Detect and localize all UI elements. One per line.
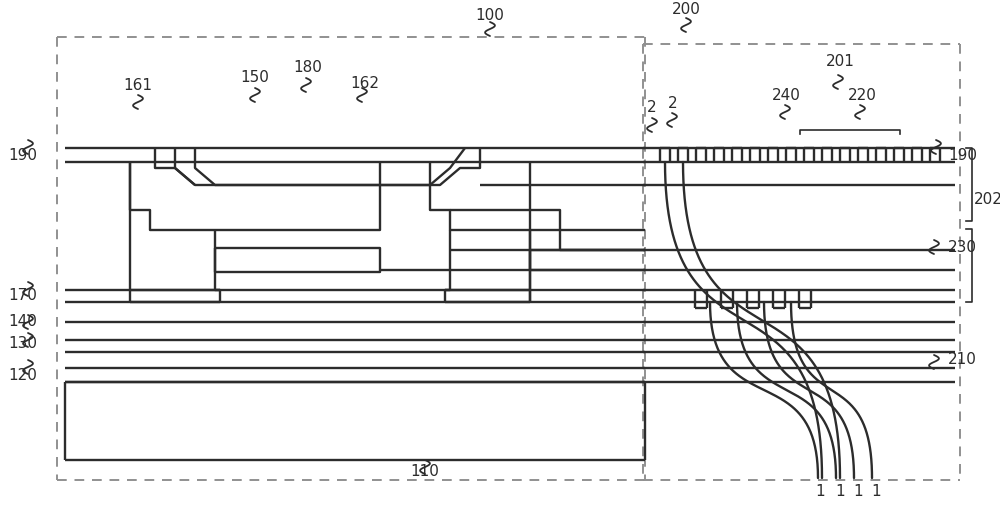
Text: 150: 150 [241,70,269,85]
Text: 2: 2 [647,100,657,116]
Text: 1: 1 [815,484,825,499]
Text: 202: 202 [974,193,1000,208]
Text: 240: 240 [772,89,800,104]
Text: 140: 140 [9,314,37,329]
Text: 190: 190 [948,148,977,163]
Text: 120: 120 [9,367,37,382]
Text: 1: 1 [871,484,881,499]
Text: 1: 1 [835,484,845,499]
Text: 200: 200 [672,3,700,18]
Text: 100: 100 [476,7,504,22]
Text: 190: 190 [8,148,38,163]
Text: 180: 180 [294,61,322,76]
Text: 1: 1 [853,484,863,499]
Text: 170: 170 [9,289,37,304]
Text: 210: 210 [948,353,977,367]
Text: 161: 161 [124,78,152,93]
Text: 230: 230 [948,239,977,254]
Text: 162: 162 [351,76,380,91]
Text: 110: 110 [411,465,439,480]
Text: 130: 130 [8,337,38,352]
Text: 220: 220 [848,89,876,104]
Text: 2: 2 [668,95,678,110]
Text: 201: 201 [826,54,854,69]
